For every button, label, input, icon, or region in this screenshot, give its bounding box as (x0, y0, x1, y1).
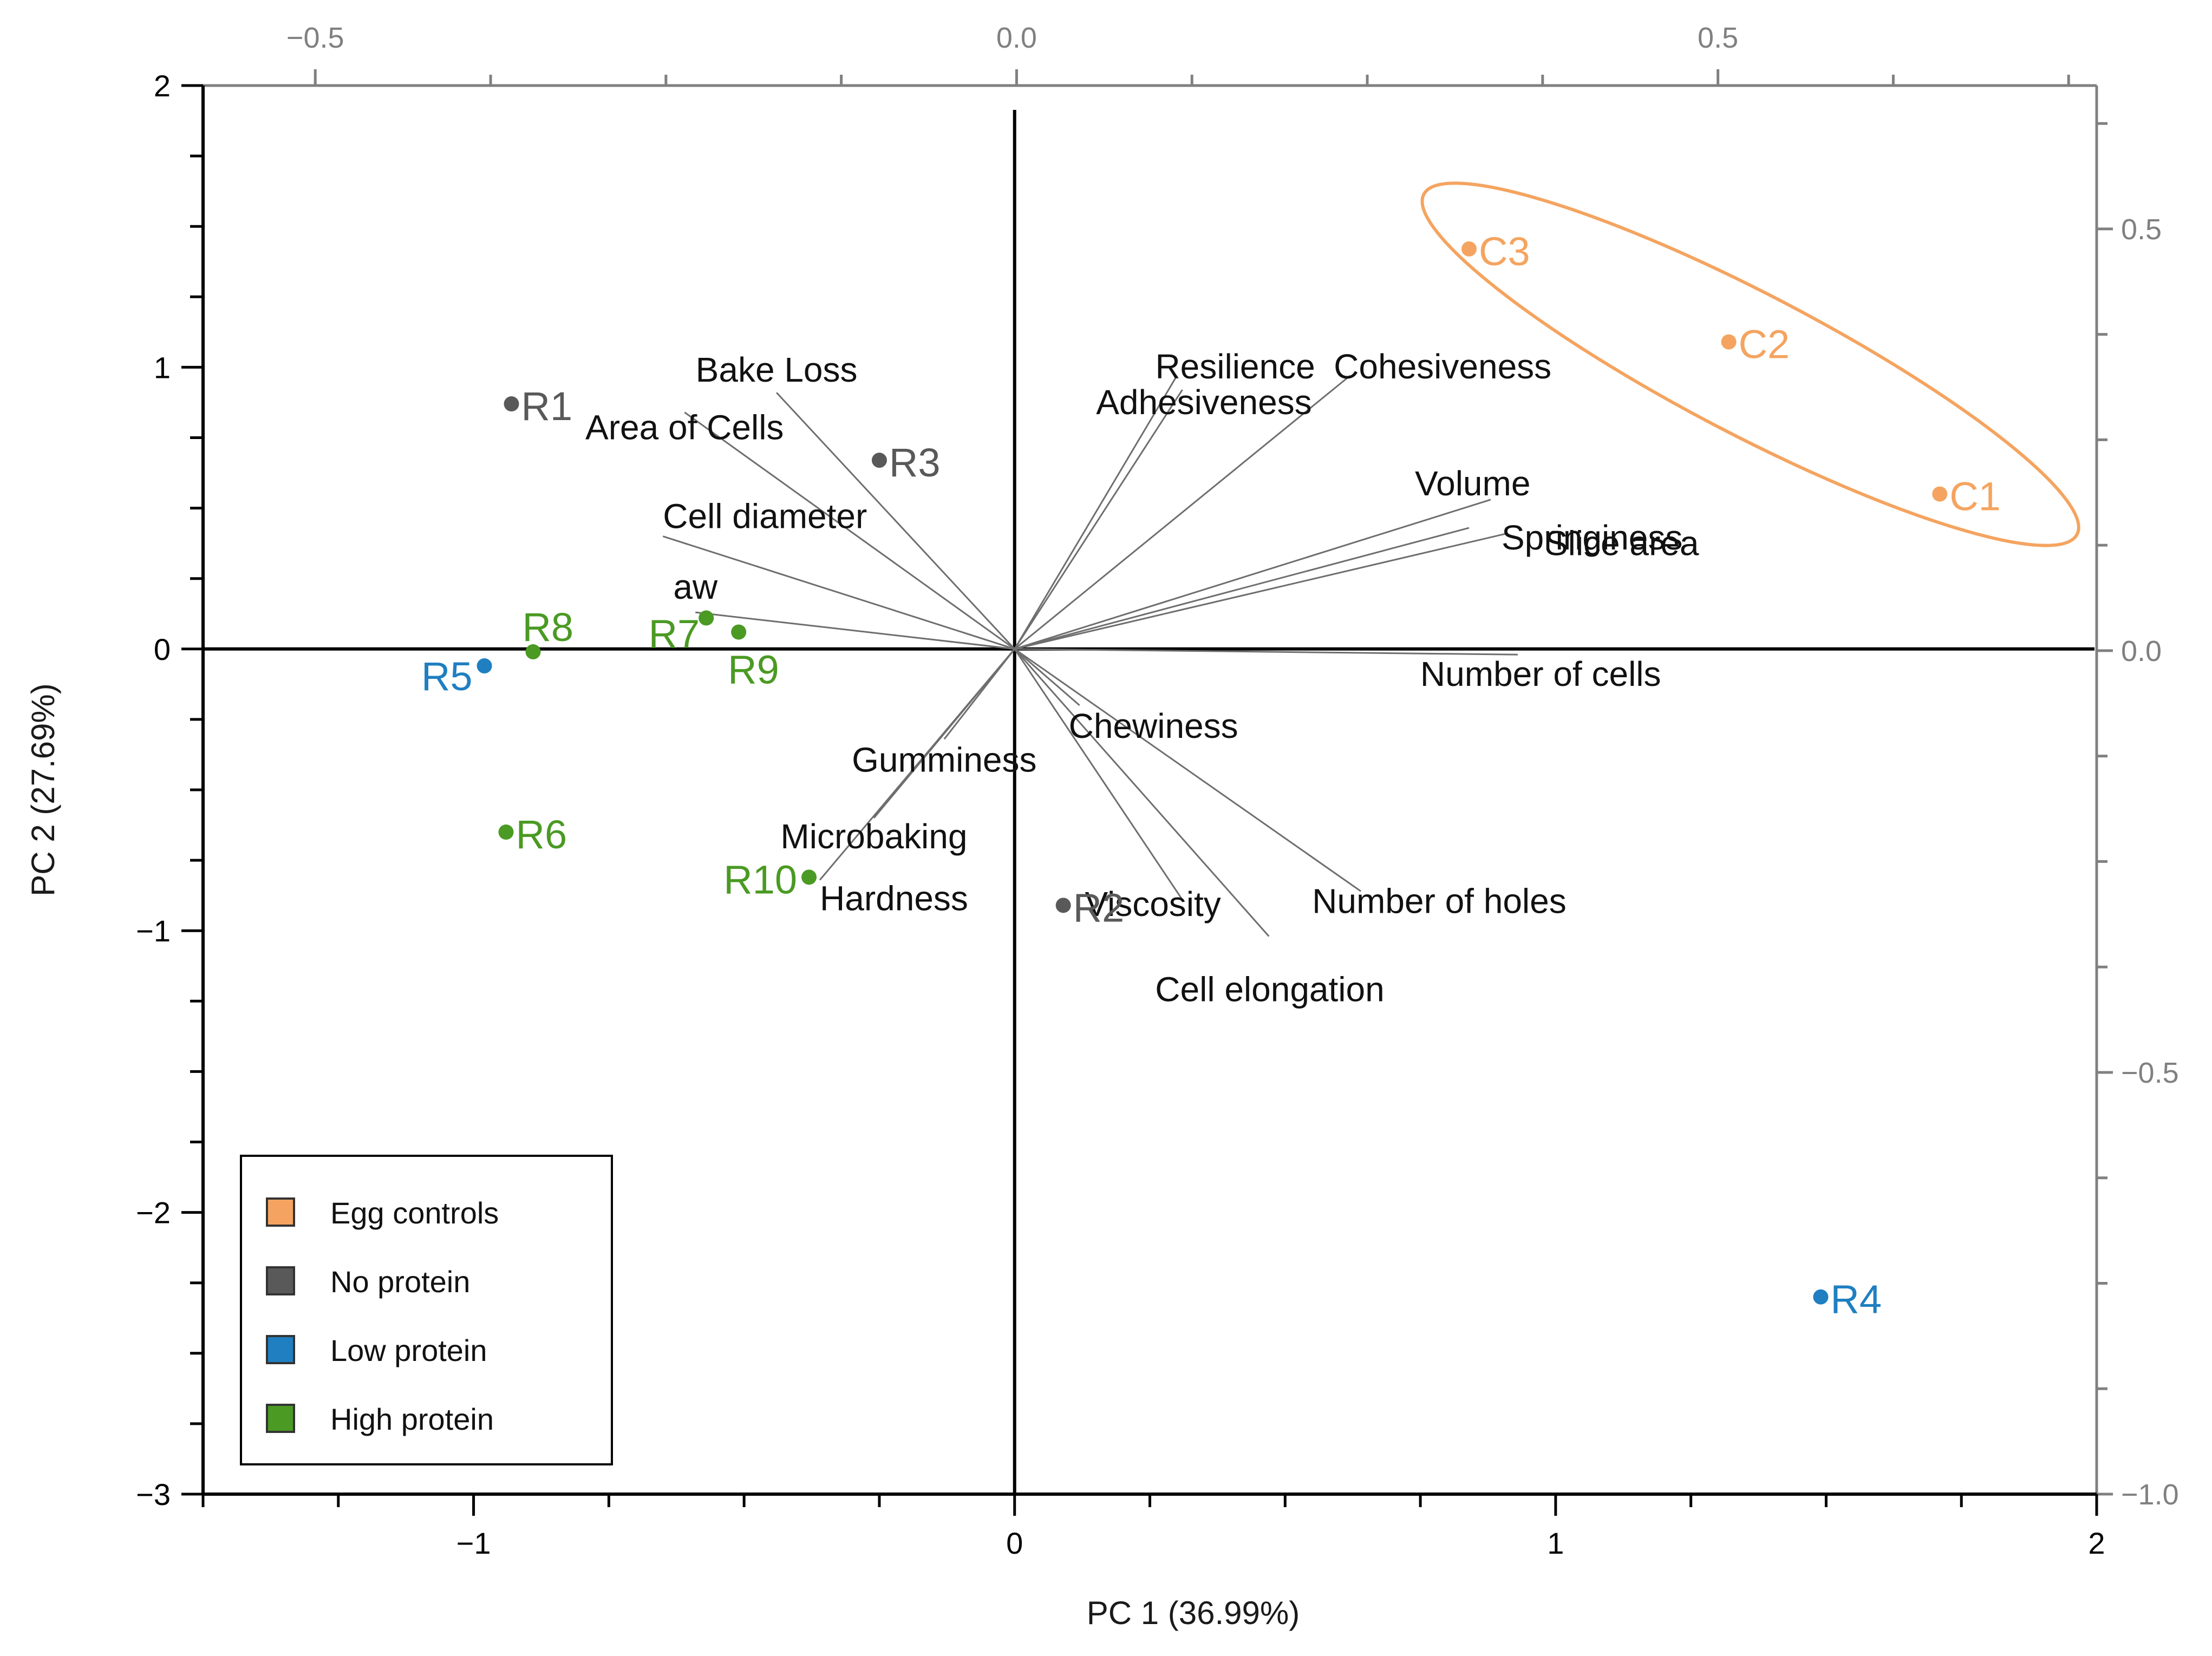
loading-label: Viscosity (1085, 885, 1221, 924)
sample-point (1055, 898, 1071, 913)
top-tick-label: 0.5 (1698, 22, 1738, 54)
loading-label: Number of cells (1420, 654, 1661, 693)
loading-label: Gumminess (852, 740, 1036, 779)
loading-vector (819, 648, 1015, 881)
left-tick-label: −2 (136, 1196, 171, 1230)
sample-label: C1 (1949, 474, 2001, 519)
loading-vector (1014, 648, 1183, 900)
sample-label: R7 (649, 612, 700, 657)
sample-label: R2 (1073, 885, 1125, 930)
loading-label: Number of holes (1312, 881, 1567, 920)
sample-point (477, 658, 492, 674)
legend-label: High protein (330, 1402, 494, 1436)
left-tick-label: 1 (154, 350, 171, 384)
sample-label: R10 (723, 857, 797, 902)
bottom-tick-label: 0 (1006, 1526, 1023, 1560)
loading-label: Area of Cells (585, 408, 784, 447)
loading-label: Cohesiveness (1334, 347, 1551, 386)
loading-vector (775, 392, 1015, 650)
sample-label: R8 (522, 605, 573, 650)
loading-label: Hardness (820, 879, 968, 918)
loading-vector (1014, 375, 1178, 650)
loading-label: Resilience (1155, 347, 1315, 386)
sample-points: C1 C2 C3 R1 R2 R3 R4 R5 R6 R7 R8 R9 R10 (421, 229, 2001, 1322)
loading-vectors: Bake Loss Area of Cells Cell diameter aw Adh… (585, 347, 1699, 1009)
loading-label: Cell elongation (1155, 970, 1384, 1009)
legend-swatch (266, 1266, 295, 1295)
loading-vector (1014, 527, 1470, 650)
loading-vector (662, 535, 1015, 650)
legend-label: No protein (330, 1265, 470, 1299)
legend-swatch (266, 1335, 295, 1364)
loading-label: Bake Loss (696, 350, 858, 389)
sample-label: R6 (516, 812, 567, 857)
loading-vector (695, 611, 1015, 650)
loading-label: Springiness (1502, 518, 1682, 557)
y-axis-title: PC 2 (27.69%) (25, 683, 61, 896)
sample-point (1461, 241, 1477, 257)
loading-vector (1014, 375, 1351, 650)
egg-controls-ellipse (1420, 181, 2080, 547)
loading-vector (1014, 648, 1362, 892)
loading-label: Cell diameter (663, 497, 867, 536)
legend-box (240, 1155, 613, 1465)
sample-point (1721, 334, 1737, 350)
top-tick-label: −0.5 (286, 22, 344, 54)
left-tick-label: 0 (154, 632, 171, 666)
legend-swatch (266, 1197, 295, 1227)
legend-label: Egg controls (330, 1196, 499, 1230)
sample-label: R4 (1830, 1277, 1882, 1322)
loading-label: Slice area (1545, 523, 1699, 562)
loading-vector (1014, 648, 1270, 937)
loading-vector (1014, 648, 1080, 706)
top-tick-label: 0.0 (996, 22, 1037, 54)
sample-label: R5 (421, 654, 473, 699)
bottom-tick-label: −1 (456, 1526, 491, 1560)
left-tick-label: −3 (136, 1477, 171, 1511)
sample-point (1932, 486, 1948, 502)
right-tick-label: −0.5 (2121, 1057, 2179, 1089)
loading-vector (1014, 499, 1491, 650)
left-tick-label: 2 (154, 69, 171, 103)
x-axis-title: PC 1 (36.99%) (1087, 1595, 1300, 1631)
sample-point (699, 610, 714, 626)
loading-label: Chewiness (1069, 706, 1238, 745)
right-tick-label: 0.5 (2121, 213, 2162, 246)
right-tick-label: 0.0 (2121, 635, 2162, 667)
sample-point (504, 396, 519, 412)
loading-vector (1014, 389, 1183, 650)
sample-label: R1 (521, 384, 573, 429)
loading-label: Microbaking (780, 817, 967, 856)
sample-label: C3 (1479, 229, 1530, 274)
bottom-tick-label: 2 (2088, 1526, 2105, 1560)
sample-label: C2 (1739, 322, 1790, 367)
legend: Egg controls No protein Low protein High pr… (240, 1155, 613, 1465)
sample-point (498, 824, 514, 840)
loading-label: aw (673, 567, 718, 606)
loading-label: Volume (1415, 464, 1530, 503)
sample-point (731, 624, 747, 640)
right-tick-label: −1.0 (2121, 1478, 2179, 1511)
sample-point (871, 453, 887, 468)
legend-label: Low protein (330, 1333, 487, 1367)
loading-label: Adhesiveness (1096, 383, 1311, 422)
legend-swatch (266, 1404, 295, 1433)
loading-vector (684, 411, 1015, 650)
loading-vector (1014, 532, 1508, 650)
sample-point (801, 869, 817, 885)
left-tick-label: −1 (136, 914, 171, 948)
sample-point (525, 644, 541, 660)
sample-label: R9 (728, 647, 779, 692)
sample-label: R3 (889, 440, 941, 485)
sample-point (1813, 1289, 1829, 1305)
bottom-tick-label: 1 (1547, 1526, 1564, 1560)
loading-vector (1014, 648, 1518, 656)
